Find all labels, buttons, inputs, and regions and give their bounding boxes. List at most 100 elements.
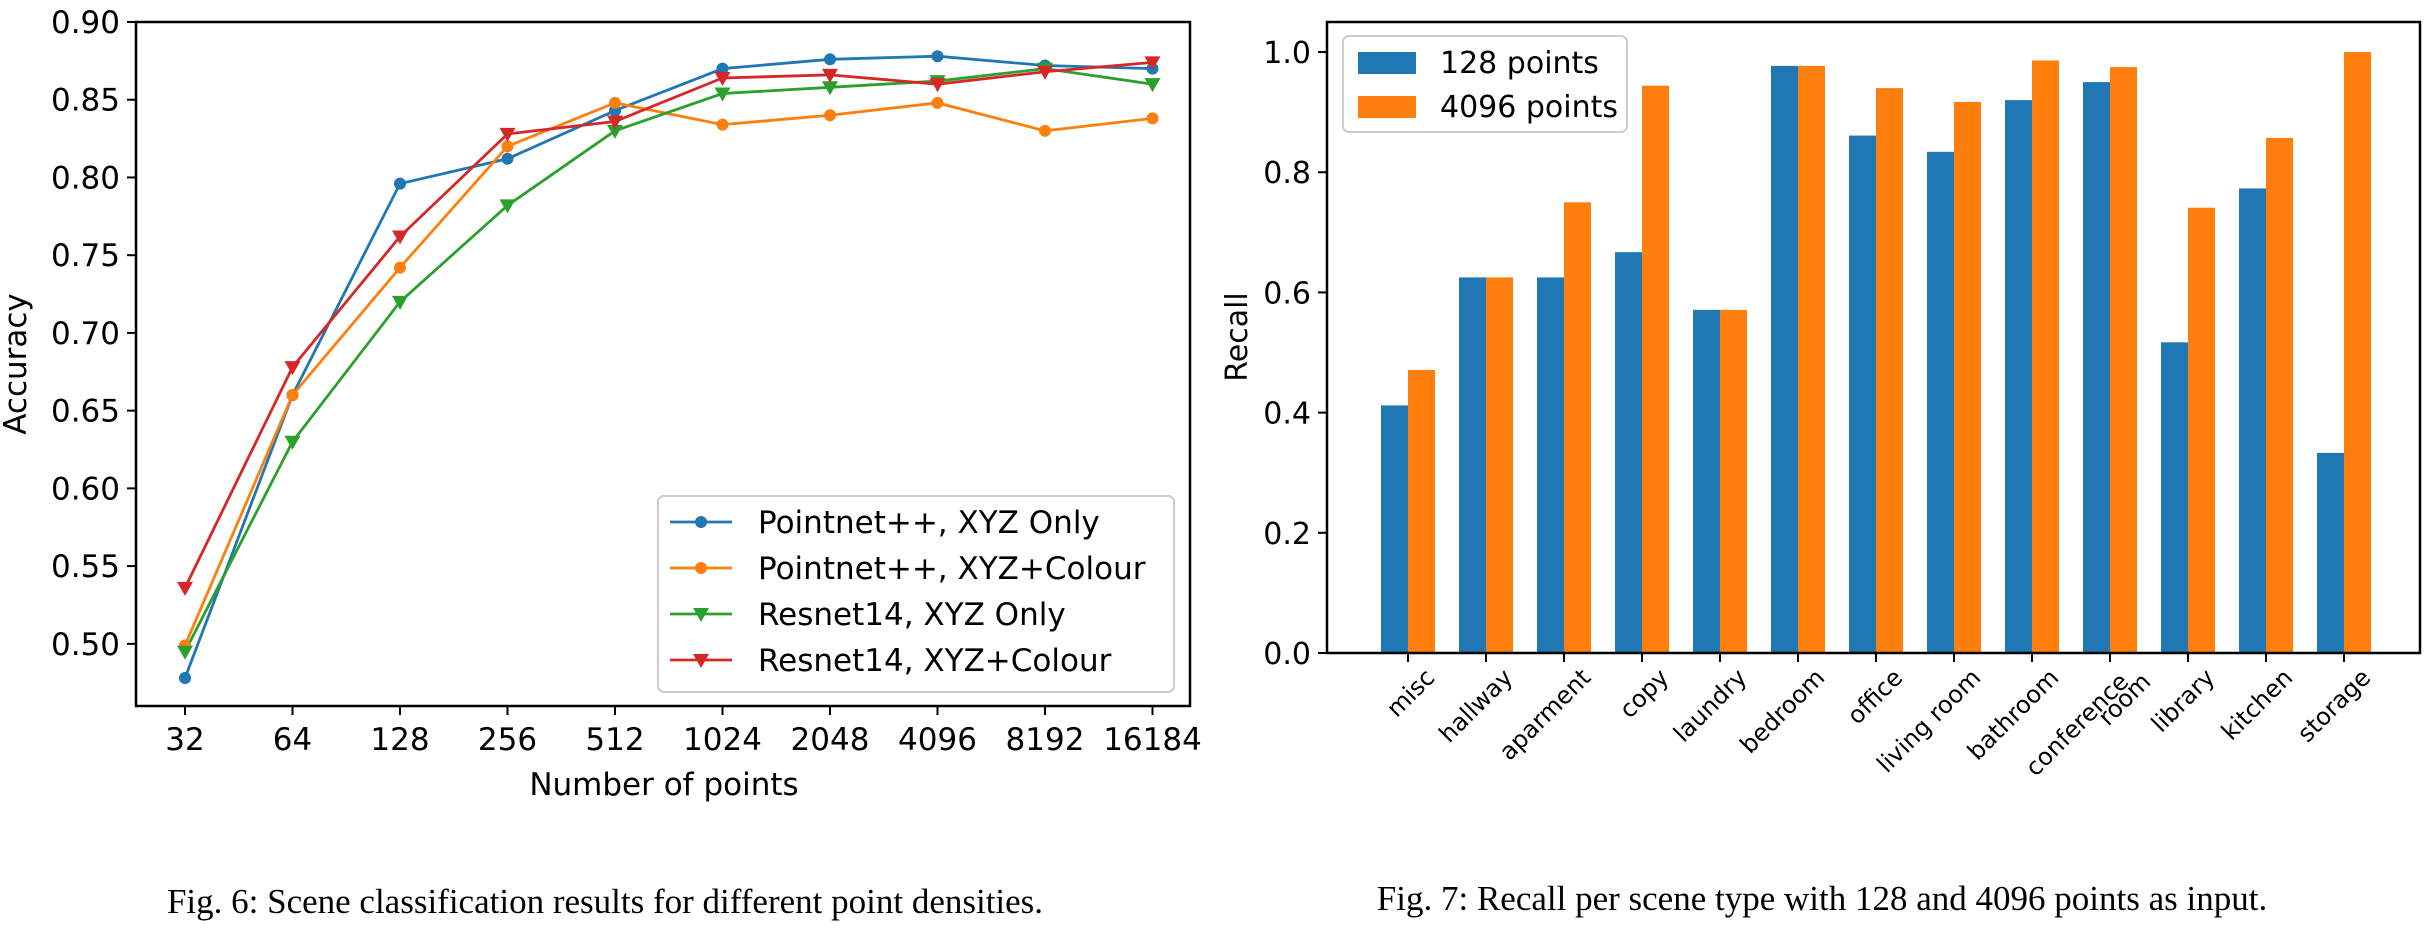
bar	[2266, 137, 2293, 653]
y-tick-label: 0.50	[51, 627, 120, 663]
x-tick-label: storage	[2292, 663, 2376, 747]
line-chart-accuracy: 32 64 128 256 512 1024 2048 4096 8192 16184 0.50 0.…	[0, 5, 1202, 803]
y-tick-label: 0.85	[51, 83, 120, 119]
y-tick-label: 0.55	[51, 549, 120, 585]
bar	[1693, 309, 1720, 653]
y-tick-label: 0.60	[51, 471, 120, 507]
bar	[2161, 342, 2188, 653]
bar	[1564, 202, 1591, 654]
bar	[2005, 100, 2032, 654]
bar	[1876, 88, 1903, 654]
x-tick-label: bedroom	[1735, 663, 1831, 759]
data-point	[392, 295, 408, 310]
series-line-1	[183, 101, 1153, 646]
bar	[1954, 101, 1981, 654]
tick-labels: 32 64 128 256 512 1024 2048 4096 8192 16184 0.50 0.…	[51, 5, 1202, 758]
data-point	[501, 152, 514, 165]
bar	[1720, 309, 1747, 653]
legend-marker	[693, 608, 709, 622]
y-tick-label: 0.90	[51, 5, 120, 41]
x-tick-label: kitchen	[2216, 663, 2298, 745]
y-tick-label: 0.65	[51, 394, 120, 430]
legend-label: Pointnet++, XYZ Only	[758, 505, 1100, 541]
bar	[2083, 82, 2110, 654]
data-point	[1144, 78, 1161, 93]
x-tick-label: library	[2146, 663, 2220, 737]
x-tick-label: 4096	[898, 722, 977, 758]
y-tick-label: 0.4	[1263, 397, 1311, 432]
series-line-0	[183, 54, 1153, 679]
bar	[2032, 60, 2059, 654]
data-point	[499, 199, 516, 214]
y-axis-label: Recall	[1220, 292, 1255, 382]
bar	[2110, 67, 2137, 654]
y-tick-label: 0.80	[51, 160, 120, 196]
legend-label: Resnet14, XYZ+Colour	[758, 643, 1112, 679]
data-point	[822, 68, 838, 83]
bar	[1798, 65, 1825, 654]
legend-label: 128 points	[1440, 46, 1599, 81]
bar	[1927, 151, 1954, 653]
data-point	[501, 140, 514, 153]
y-tick-label: 0.6	[1263, 276, 1311, 311]
y-tick-label: 0.8	[1263, 156, 1311, 191]
bar	[1771, 65, 1798, 654]
x-tick-label: 128	[370, 722, 429, 758]
data-point	[179, 672, 191, 685]
data-point	[609, 96, 621, 109]
x-tick-label: copy	[1614, 663, 1674, 723]
y-tick-label: 0.70	[51, 316, 120, 352]
data-point	[1146, 112, 1159, 125]
bar	[1642, 85, 1669, 654]
bar	[1615, 252, 1642, 653]
legend: Pointnet++, XYZ Only Pointnet++, XYZ+Colo…	[657, 495, 1175, 693]
data-point	[931, 96, 944, 109]
figure6-caption: Fig. 6: Scene classification results for…	[167, 882, 1043, 921]
data-point	[607, 115, 623, 130]
plot-frame	[134, 20, 1192, 708]
data-point	[714, 87, 731, 102]
data-point	[714, 71, 731, 86]
bar	[2188, 207, 2215, 654]
bar	[1486, 277, 1513, 653]
bar	[1408, 369, 1435, 653]
legend-label: Pointnet++, XYZ+Colour	[758, 551, 1146, 587]
data-point	[716, 118, 729, 131]
bar	[1849, 135, 1876, 653]
x-tick-label: 2048	[791, 722, 870, 758]
data-point	[177, 581, 193, 596]
axes	[1325, 20, 2422, 655]
data-point	[394, 261, 406, 274]
series-lines	[183, 54, 1153, 679]
data-point	[392, 230, 408, 245]
plot-frame	[1325, 20, 2422, 655]
x-tick-label: 512	[585, 722, 644, 758]
legend-box	[657, 495, 1175, 693]
legend-marker	[695, 562, 707, 574]
bar	[1537, 277, 1564, 653]
data-point	[177, 645, 193, 660]
x-tick-label: 1024	[683, 722, 762, 758]
legend: 128 points 4096 points	[1342, 35, 1628, 133]
data-point	[824, 109, 836, 122]
legend-swatch	[1358, 52, 1416, 74]
x-tick-label: office	[1842, 663, 1908, 729]
legend-swatch	[1358, 96, 1416, 118]
x-tick-label: 8192	[1006, 722, 1085, 758]
figure7-caption: Fig. 7: Recall per scene type with 128 a…	[1377, 879, 2267, 918]
x-tick-label: misc	[1381, 663, 1440, 722]
bar	[2344, 52, 2371, 654]
data-point	[394, 177, 406, 190]
x-tick-label: 64	[273, 722, 312, 758]
y-tick-label: 0.2	[1263, 517, 1311, 552]
series-line-3	[183, 61, 1153, 589]
data-point	[716, 62, 729, 75]
series-markers	[177, 50, 1161, 685]
bars	[1381, 52, 2371, 654]
legend-label: 4096 points	[1440, 90, 1618, 125]
data-point	[284, 435, 301, 450]
x-tick-label: 32	[165, 722, 204, 758]
data-point	[1037, 65, 1053, 80]
y-tick-label: 0.0	[1263, 637, 1311, 672]
